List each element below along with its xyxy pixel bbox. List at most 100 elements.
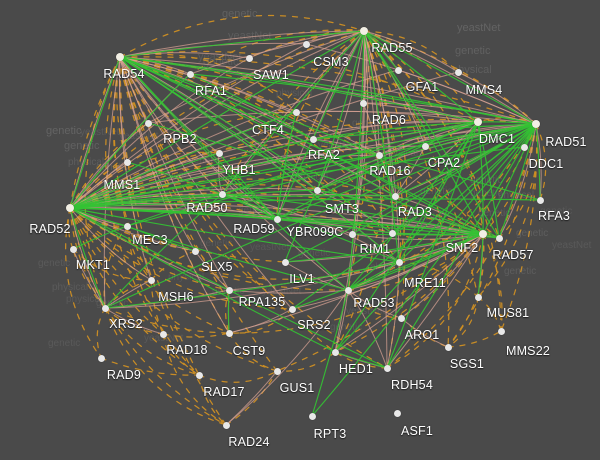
graph-node-rad3[interactable] <box>391 192 399 200</box>
graph-node-rad24[interactable] <box>222 421 230 429</box>
graph-node-ctf4[interactable] <box>292 108 300 116</box>
graph-node-gfa1[interactable] <box>394 66 402 74</box>
graph-edge <box>363 30 502 332</box>
graph-edge <box>189 73 537 125</box>
graph-edge <box>119 56 380 156</box>
graph-node-rad55[interactable] <box>360 27 368 35</box>
graph-node-rpt3[interactable] <box>308 412 316 420</box>
physical-edges-group <box>69 30 542 426</box>
graph-node-mec3[interactable] <box>123 222 131 230</box>
graph-node-smt3[interactable] <box>313 186 321 194</box>
graph-node-aro1[interactable] <box>397 314 405 322</box>
graph-node-rpa135[interactable] <box>225 286 233 294</box>
graph-node-mms22[interactable] <box>497 327 505 335</box>
graph-edge <box>500 123 538 332</box>
graph-edge <box>498 123 537 239</box>
graph-node-mms1[interactable] <box>123 158 131 166</box>
graph-node-rim1[interactable] <box>388 229 396 237</box>
graph-node-slx5[interactable] <box>191 247 199 255</box>
graph-node-mkt1[interactable] <box>69 245 77 253</box>
graph-edge <box>119 56 537 125</box>
graph-edge <box>69 207 230 291</box>
graph-edge <box>221 30 365 195</box>
graph-node-rad9[interactable] <box>97 354 105 362</box>
graph-node-gus1[interactable] <box>273 367 281 375</box>
graph-edge <box>312 123 537 140</box>
graph-edge <box>347 30 365 291</box>
graph-node-rad52[interactable] <box>66 204 74 212</box>
graph-edge <box>386 233 484 369</box>
graph-node-rad16[interactable] <box>375 151 383 159</box>
graph-edge <box>378 154 396 197</box>
graph-node-mms4[interactable] <box>454 68 462 76</box>
graph-node-xrs2[interactable] <box>101 304 109 312</box>
graph-node-srs2[interactable] <box>288 305 296 313</box>
graph-node-dmc1[interactable] <box>474 118 482 126</box>
graph-node-hed1[interactable] <box>331 348 339 356</box>
graph-node-rad53[interactable] <box>344 286 352 294</box>
graph-edge <box>386 123 537 369</box>
graph-node-rad17[interactable] <box>195 371 203 379</box>
graph-node-snf2[interactable] <box>479 230 487 238</box>
graph-node-rad50[interactable] <box>218 190 226 198</box>
graph-edge <box>305 43 537 125</box>
graph-edge <box>119 56 152 281</box>
graph-edge <box>221 193 484 235</box>
graph-node-sgs1[interactable] <box>444 343 452 351</box>
graph-edge <box>347 289 402 319</box>
graph-node-mre11[interactable] <box>395 258 403 266</box>
graph-edge <box>334 121 479 353</box>
graph-edge <box>398 121 479 263</box>
graph-node-rad57[interactable] <box>495 234 503 242</box>
graph-edge <box>398 261 479 298</box>
graph-node-rad54[interactable] <box>116 53 124 61</box>
graph-node-rfa1[interactable] <box>186 70 194 78</box>
graph-edge <box>362 102 380 156</box>
graph-edge <box>119 56 484 235</box>
graph-edge <box>284 233 484 263</box>
graph-edge <box>69 69 399 209</box>
graph-node-rfa2[interactable] <box>309 135 317 143</box>
graph-node-rad6[interactable] <box>359 99 367 107</box>
graph-node-msh6[interactable] <box>147 276 155 284</box>
graph-node-cpa2[interactable] <box>421 142 429 150</box>
graph-edge <box>119 56 318 191</box>
graph-edge <box>334 351 388 369</box>
graph-node-rad18[interactable] <box>159 330 167 338</box>
graph-edge <box>477 233 484 298</box>
graph-node-asf1[interactable] <box>393 409 401 417</box>
graph-edge <box>363 30 484 235</box>
graph-edge <box>363 30 400 263</box>
graph-edge <box>400 317 449 348</box>
graph-node-csm3[interactable] <box>302 40 310 48</box>
graph-node-yhb1[interactable] <box>215 149 223 157</box>
graph-node-ilv1[interactable] <box>281 258 289 266</box>
graph-edge <box>104 307 164 335</box>
graph-edge <box>150 250 196 281</box>
graph-edge <box>96 307 106 359</box>
graph-edge <box>386 123 537 369</box>
graph-edge <box>126 123 537 227</box>
graph-node-rdh54[interactable] <box>383 364 391 372</box>
graph-edge <box>69 207 106 309</box>
graph-node-rfa3[interactable] <box>536 196 544 204</box>
graph-edge <box>391 232 484 236</box>
graph-node-rad51[interactable] <box>532 120 540 128</box>
graph-edge <box>228 308 293 334</box>
graph-edge <box>69 207 286 263</box>
graph-node-ybr099c[interactable] <box>348 230 356 238</box>
graph-edge <box>119 56 479 123</box>
graph-edge <box>391 123 537 234</box>
graph-node-ddc1[interactable] <box>520 143 528 151</box>
graph-edge <box>363 30 399 71</box>
graph-node-mus81[interactable] <box>474 293 482 301</box>
graph-node-rpb2[interactable] <box>144 119 152 127</box>
graph-edge <box>295 110 479 123</box>
graph-node-rad59[interactable] <box>273 215 281 223</box>
graph-node-saw1[interactable] <box>245 54 253 62</box>
graph-edge <box>119 56 349 291</box>
graph-node-cst9[interactable] <box>225 329 233 337</box>
graph-edge <box>284 233 484 263</box>
graph-edge <box>69 207 152 281</box>
